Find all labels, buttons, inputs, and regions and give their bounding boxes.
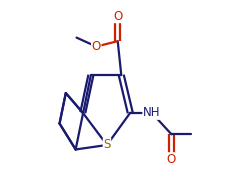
Text: S: S xyxy=(103,139,111,151)
Text: O: O xyxy=(113,10,122,23)
Text: NH: NH xyxy=(143,106,160,119)
Text: O: O xyxy=(167,153,176,166)
Text: O: O xyxy=(92,40,101,53)
